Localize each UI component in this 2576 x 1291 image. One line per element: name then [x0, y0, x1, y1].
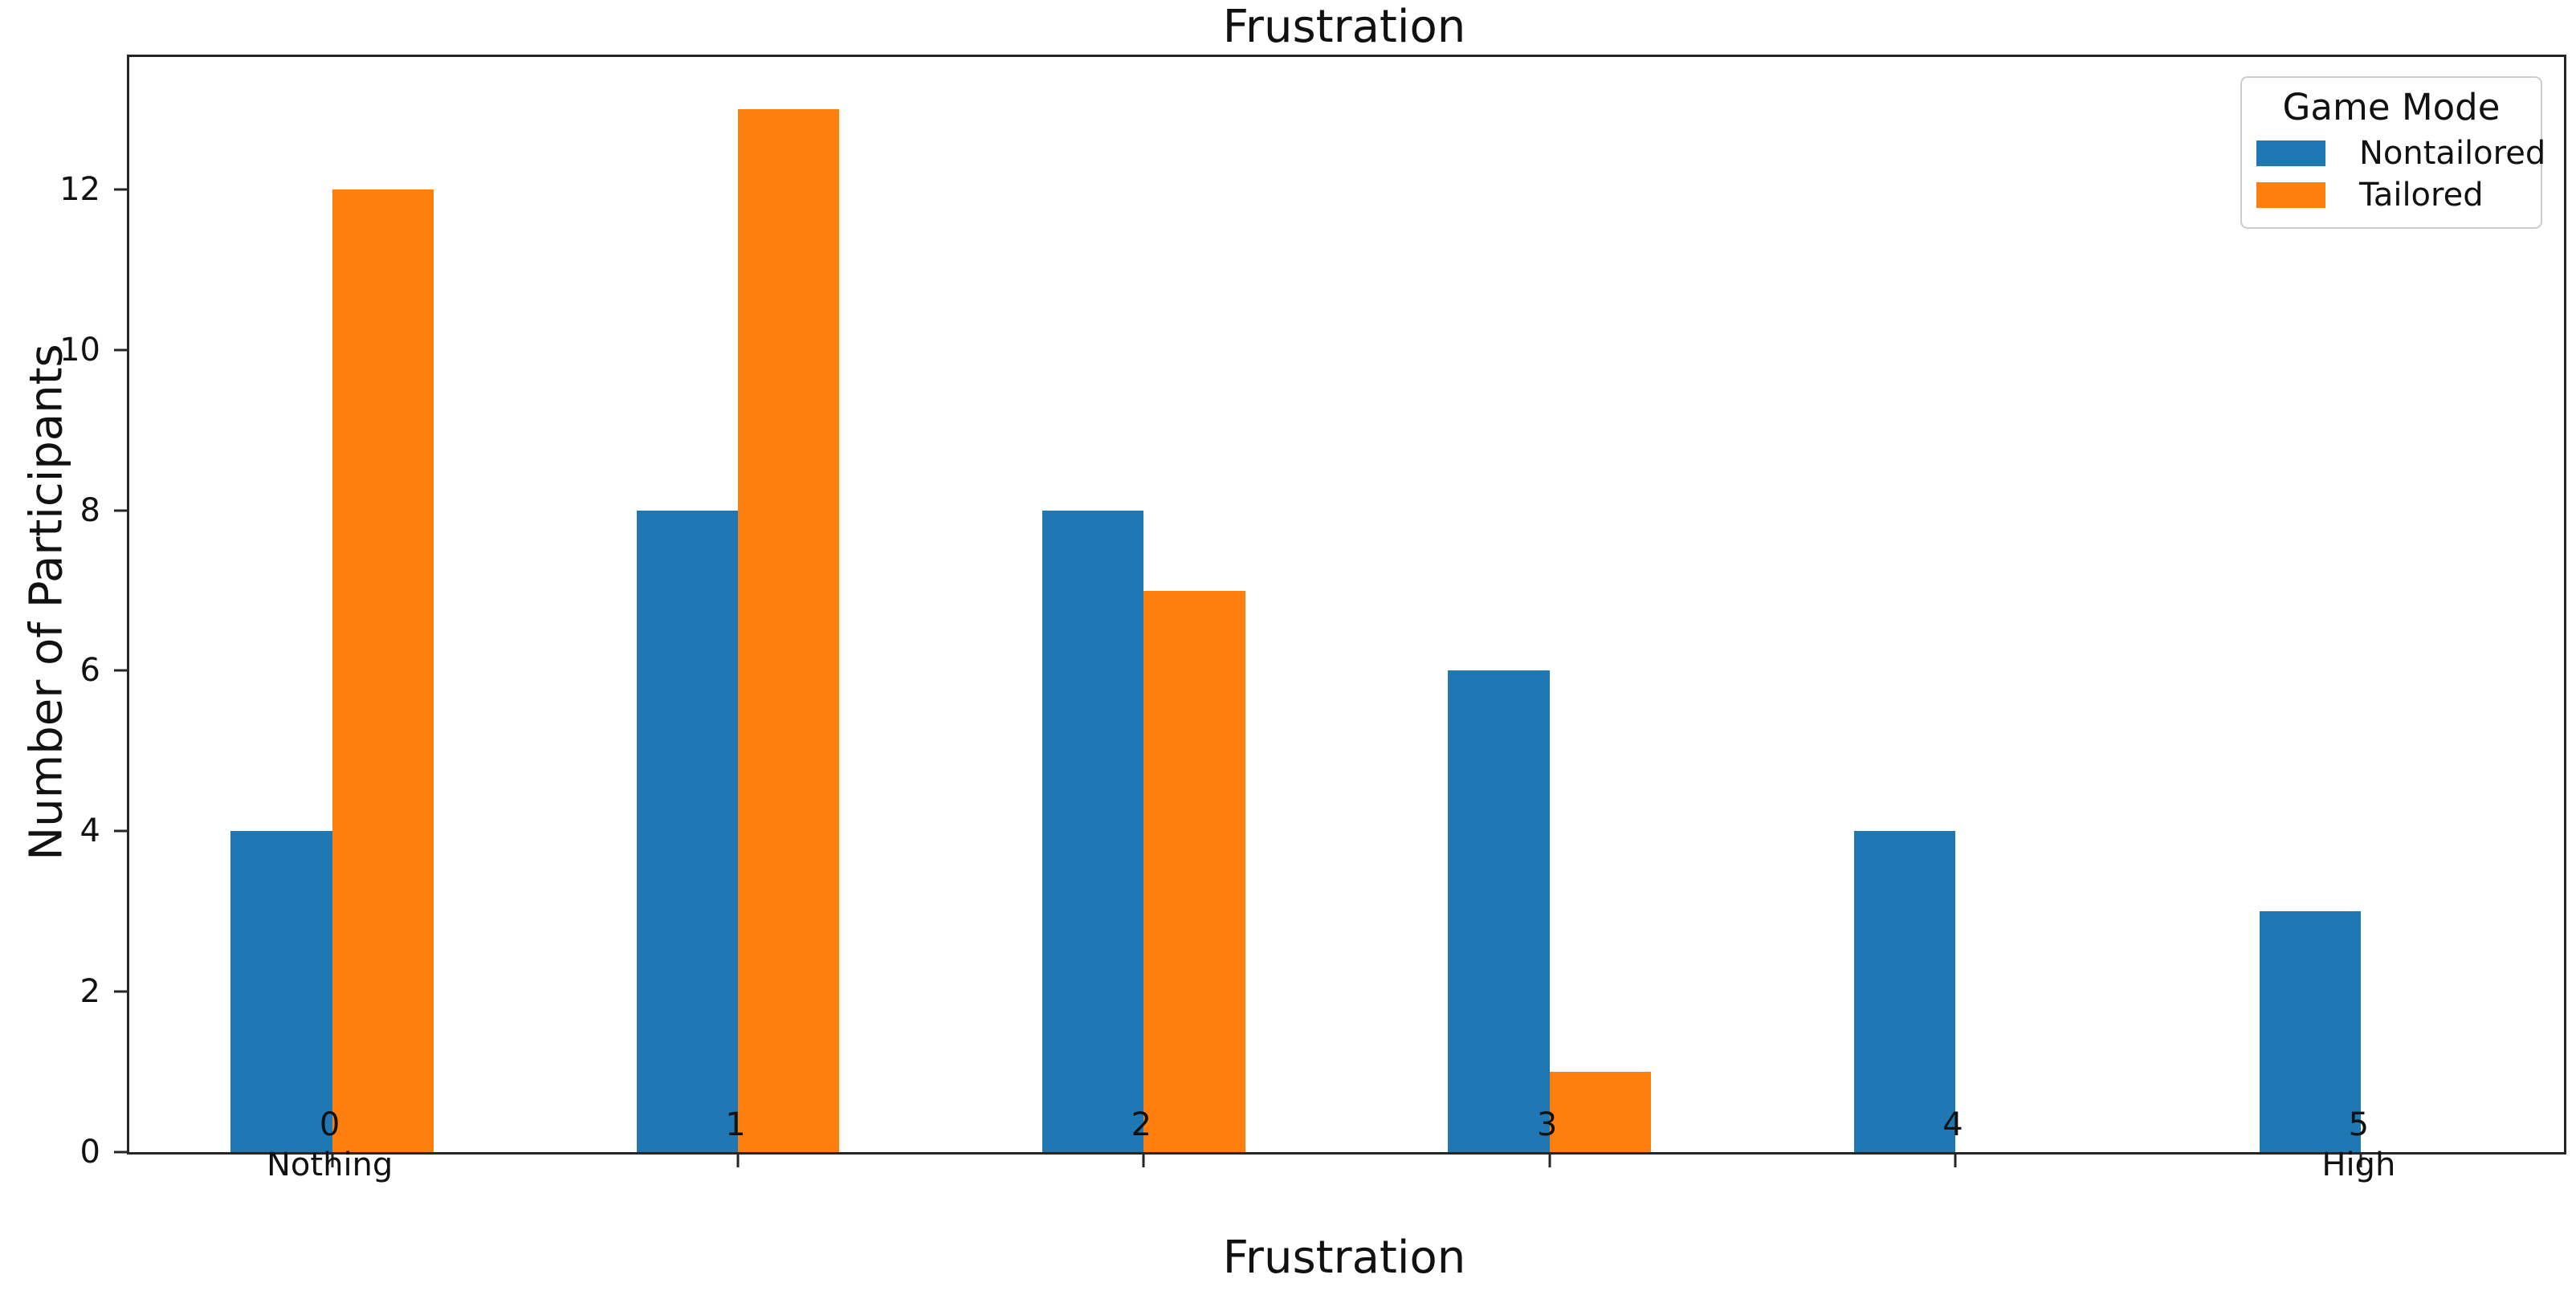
xtick-sublabel-high: High — [2321, 1146, 2396, 1183]
legend-swatch-nontailored — [2256, 141, 2325, 166]
xtick-label-4: 4 — [1942, 1106, 1963, 1143]
ytick-label-4: 4 — [79, 812, 100, 850]
ytick-mark-8 — [114, 509, 127, 512]
xtick-mark-1 — [736, 1155, 740, 1167]
ytick-mark-12 — [114, 188, 127, 191]
legend-rows: Nontailored Tailored — [2253, 132, 2545, 216]
ytick-mark-2 — [114, 990, 127, 993]
ytick-label-10: 10 — [59, 331, 100, 369]
ytick-label-6: 6 — [79, 652, 100, 690]
chart-title: Frustration — [1222, 1, 1466, 53]
bar-nontailored-4 — [1853, 831, 1955, 1152]
legend: Game Mode Nontailored Tailored — [2240, 76, 2545, 229]
ytick-mark-10 — [114, 348, 127, 352]
ytick-label-8: 8 — [79, 491, 100, 529]
xtick-sublabel-nothing: Nothing — [267, 1146, 393, 1183]
bar-tailored-3 — [1549, 1072, 1651, 1152]
ytick-label-2: 2 — [79, 973, 100, 1011]
xtick-label-3: 3 — [1536, 1106, 1558, 1143]
xtick-label-5: 5 — [2348, 1106, 2370, 1143]
bar-nontailored-1 — [636, 510, 738, 1152]
xtick-label-0: 0 — [319, 1106, 340, 1143]
ytick-mark-4 — [114, 829, 127, 833]
ytick-mark-0 — [114, 1150, 127, 1154]
xtick-mark-0 — [331, 1155, 334, 1167]
legend-label-nontailored: Nontailored — [2359, 135, 2546, 172]
ytick-mark-6 — [114, 669, 127, 672]
xtick-label-2: 2 — [1131, 1106, 1152, 1143]
bar-nontailored-2 — [1042, 510, 1144, 1152]
bar-tailored-0 — [332, 189, 434, 1152]
xtick-mark-5 — [2359, 1155, 2362, 1167]
bar-nontailored-5 — [2260, 911, 2362, 1152]
plot-area: 0 2 4 6 8 10 12 Game Mode Nontailored Tailored — [59, 55, 2566, 1171]
bar-nontailored-3 — [1448, 670, 1550, 1152]
legend-row-tailored: Tailored — [2253, 174, 2529, 216]
ytick-label-0: 0 — [79, 1134, 100, 1171]
bar-nontailored-0 — [230, 831, 332, 1152]
xtick-mark-3 — [1548, 1155, 1551, 1167]
x-axis-label: Frustration — [1222, 1232, 1466, 1284]
xtick-mark-4 — [1954, 1155, 1957, 1167]
bar-tailored-1 — [738, 108, 840, 1152]
y-axis-label: Number of Participants — [20, 344, 73, 861]
legend-label-tailored: Tailored — [2359, 177, 2484, 214]
xtick-label-1: 1 — [725, 1106, 746, 1143]
legend-title: Game Mode — [2282, 86, 2501, 128]
ytick-label-12: 12 — [59, 170, 100, 208]
legend-row-nontailored: Nontailored — [2253, 132, 2545, 174]
xtick-mark-2 — [1142, 1155, 1145, 1167]
bar-tailored-2 — [1143, 590, 1245, 1152]
legend-swatch-tailored — [2256, 182, 2325, 208]
